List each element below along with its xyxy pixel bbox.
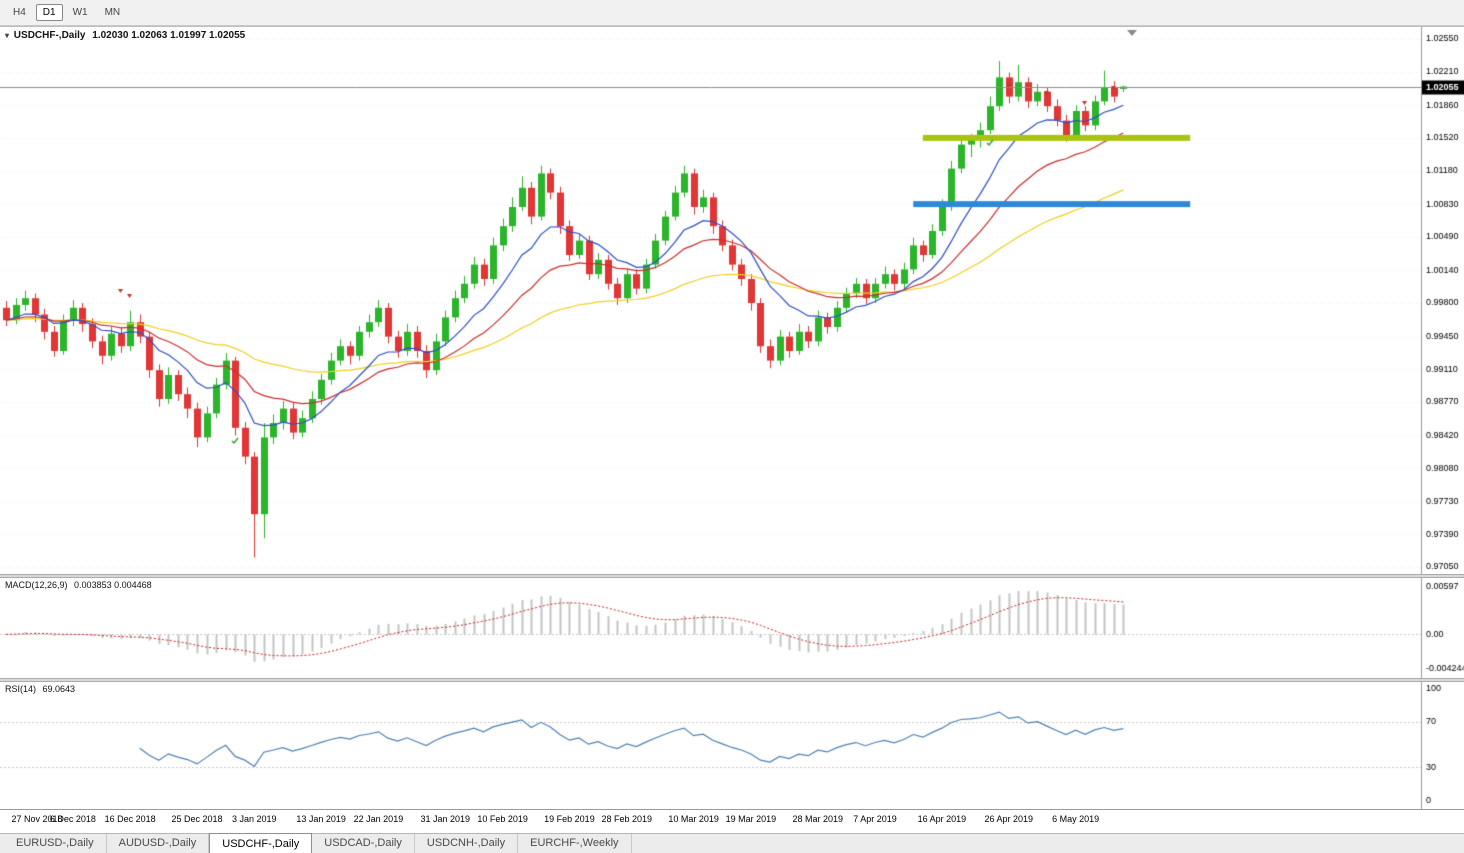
timeframe-button-mn[interactable]: MN bbox=[104, 7, 121, 18]
date-label: 16 Apr 2019 bbox=[917, 814, 967, 824]
macd-name: MACD(12,26,9) bbox=[5, 580, 68, 590]
date-label: 7 Apr 2019 bbox=[853, 814, 897, 824]
date-label: 13 Jan 2019 bbox=[296, 814, 346, 824]
date-label: 3 Jan 2019 bbox=[232, 814, 277, 824]
pane-splitter-macd[interactable] bbox=[0, 574, 1464, 578]
chart-tab-eurchf[interactable]: EURCHF-,Weekly bbox=[518, 834, 632, 853]
rsi-pane: RSI(14) 69.0643 bbox=[0, 682, 1464, 809]
rsi-name: RSI(14) bbox=[5, 684, 37, 694]
date-label: 6 Dec 2018 bbox=[49, 814, 96, 824]
date-label: 28 Mar 2019 bbox=[792, 814, 844, 824]
rsi-canvas[interactable] bbox=[0, 682, 1464, 809]
chart-ohlc-values: 1.02030 1.02063 1.01997 1.02055 bbox=[92, 30, 246, 41]
macd-canvas[interactable] bbox=[0, 578, 1464, 678]
timeframe-toolbar: H4 D1 W1 MN bbox=[0, 0, 1464, 26]
date-label: 19 Feb 2019 bbox=[544, 814, 595, 824]
chart-tab-usdchf[interactable]: USDCHF-,Daily bbox=[209, 833, 313, 853]
macd-values: 0.003853 0.004468 bbox=[74, 580, 152, 590]
date-label: 31 Jan 2019 bbox=[420, 814, 471, 824]
date-label: 6 May 2019 bbox=[1052, 814, 1100, 824]
date-label: 19 Mar 2019 bbox=[725, 814, 777, 824]
chart-tab-usdcad[interactable]: USDCAD-,Daily bbox=[312, 834, 415, 853]
macd-pane: MACD(12,26,9) 0.003853 0.004468 bbox=[0, 578, 1464, 678]
timeframe-button-w1[interactable]: W1 bbox=[72, 7, 88, 18]
date-label: 10 Mar 2019 bbox=[668, 814, 719, 824]
date-axis[interactable]: 27 Nov 2018 6 Dec 2018 16 Dec 2018 25 Dec 2… bbox=[0, 809, 1464, 834]
chart-tab-bar: EURUSD-,Daily AUDUSD-,Daily USDCHF-,Daily U… bbox=[0, 833, 1464, 853]
timeframe-button-d1[interactable]: D1 bbox=[35, 4, 63, 21]
chart-tab-audusd[interactable]: AUDUSD-,Daily bbox=[107, 834, 210, 853]
timeframe-button-h4[interactable]: H4 bbox=[13, 7, 26, 18]
date-label: 22 Jan 2019 bbox=[353, 814, 404, 824]
date-label: 10 Feb 2019 bbox=[477, 814, 528, 824]
chart-window: ▾ USDCHF-,Daily 1.02030 1.02063 1.01997 … bbox=[0, 26, 1464, 834]
price-chart-canvas[interactable] bbox=[0, 27, 1464, 574]
chart-title: ▾ USDCHF-,Daily 1.02030 1.02063 1.01997 … bbox=[5, 30, 245, 41]
chart-tab-eurusd[interactable]: EURUSD-,Daily bbox=[4, 834, 107, 853]
chart-symbol-timeframe: USDCHF-,Daily bbox=[13, 30, 86, 41]
chart-dropdown-icon[interactable]: ▾ bbox=[5, 31, 10, 40]
date-label: 16 Dec 2018 bbox=[104, 814, 156, 824]
date-label: 27 Nov 2018 bbox=[11, 814, 63, 824]
pane-splitter-rsi[interactable] bbox=[0, 678, 1464, 682]
date-label: 25 Dec 2018 bbox=[171, 814, 223, 824]
chart-tab-usdcnh[interactable]: USDCNH-,Daily bbox=[415, 834, 519, 853]
price-pane: ▾ USDCHF-,Daily 1.02030 1.02063 1.01997 … bbox=[0, 27, 1464, 574]
rsi-value: 69.0643 bbox=[42, 684, 76, 694]
date-label: 28 Feb 2019 bbox=[601, 814, 653, 824]
macd-label: MACD(12,26,9) 0.003853 0.004468 bbox=[5, 580, 152, 590]
rsi-label: RSI(14) 69.0643 bbox=[5, 684, 75, 694]
date-label: 26 Apr 2019 bbox=[984, 814, 1034, 824]
